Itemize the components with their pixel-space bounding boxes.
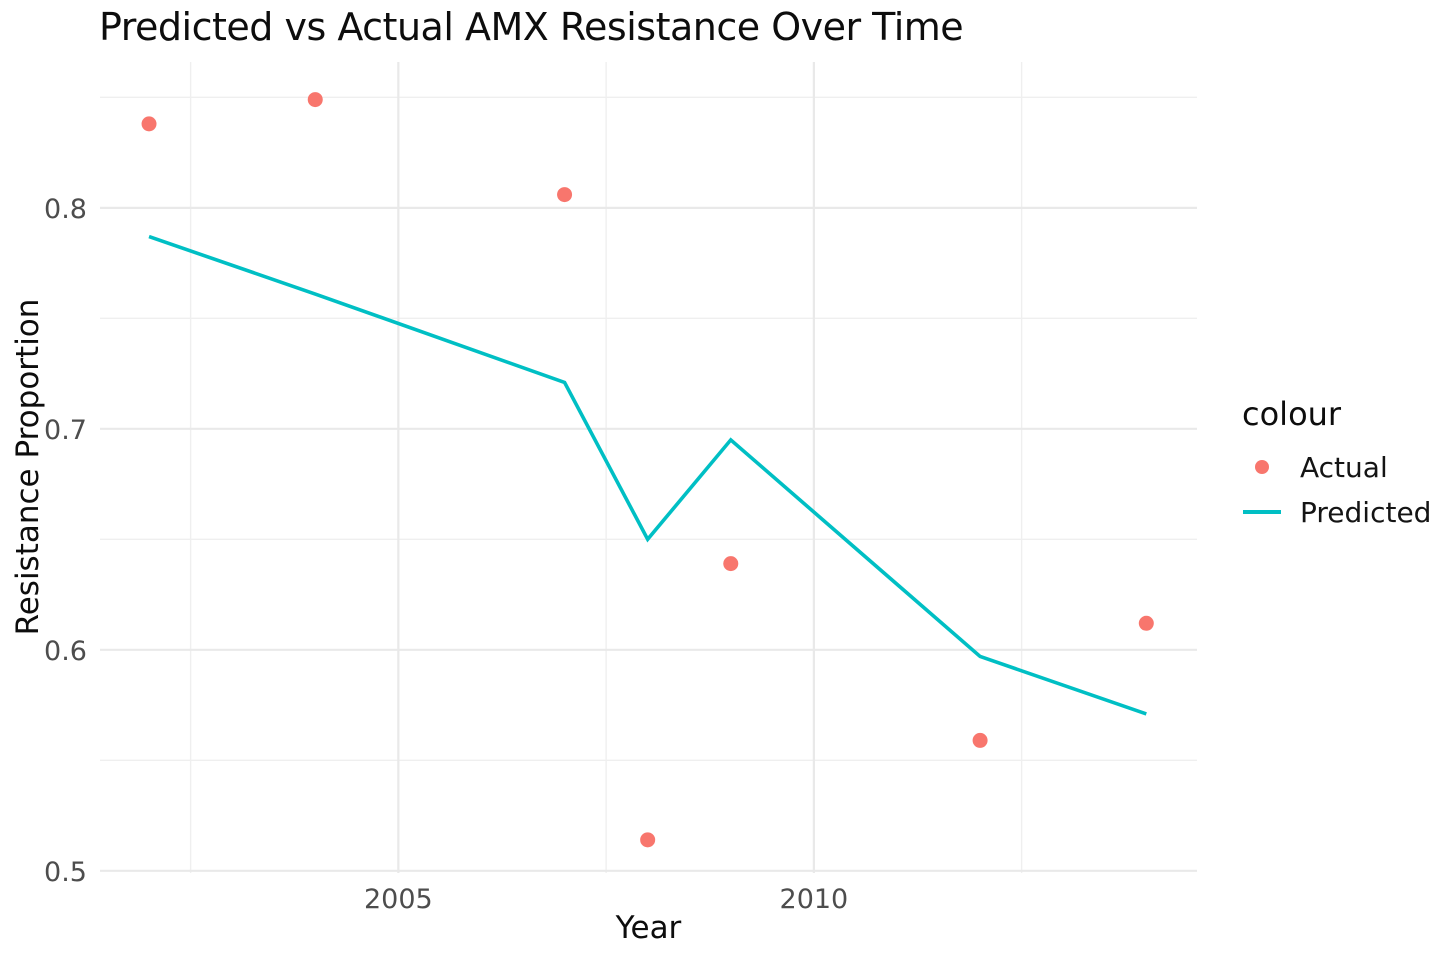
y-tick-label: 0.8 [44,194,87,225]
y-tick-label: 0.6 [44,636,87,667]
chart-title: Predicted vs Actual AMX Resistance Over … [99,5,964,49]
predicted-line [148,234,1147,716]
legend-label-actual: Actual [1300,450,1388,484]
actual-point [1138,615,1154,631]
predicted-line-key-icon [1242,492,1282,532]
actual-point [557,187,573,203]
y-tick-label: 0.5 [44,857,87,888]
actual-point [640,832,656,848]
actual-point-key-icon [1242,447,1282,487]
y-tick-label: 0.7 [44,415,87,446]
legend: colour Actual Predicted [1242,394,1440,532]
actual-point [972,732,988,748]
legend-item-predicted: Predicted [1242,492,1440,532]
legend-label-predicted: Predicted [1300,495,1432,529]
actual-point [141,116,157,132]
x-tick-label: 2005 [364,884,433,915]
legend-item-actual: Actual [1242,447,1440,487]
actual-point [723,556,739,572]
x-axis-title: Year [615,910,682,946]
x-tick-label: 2010 [780,884,849,915]
actual-point [307,92,323,108]
y-axis-title: Resistance Proportion [10,298,46,636]
legend-title: colour [1242,395,1342,433]
